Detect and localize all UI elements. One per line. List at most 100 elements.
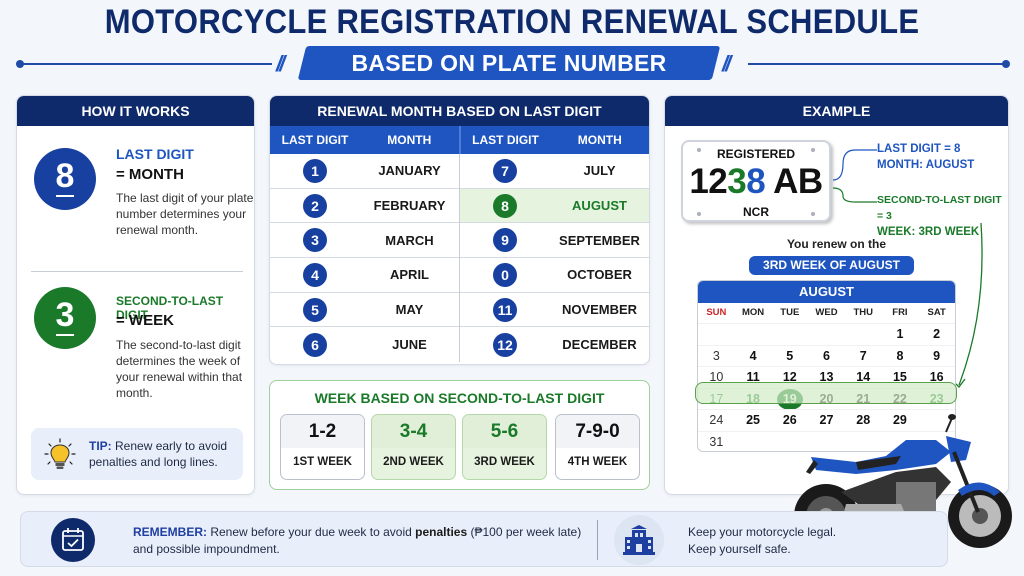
month-name: SEPTEMBER — [559, 232, 640, 248]
calendar-day: 8 — [881, 344, 919, 367]
calendar-day: 29 — [881, 409, 919, 431]
calendar-day: 1 — [881, 323, 919, 345]
calendar-empty-cell — [808, 430, 845, 452]
week-range: 5-6 — [490, 421, 519, 442]
calendar-day: 25 — [734, 409, 772, 431]
table-row: 11 NOVEMBER — [460, 293, 649, 328]
tip-box: TIP: Renew early to avoid penalties and … — [31, 428, 243, 480]
calendar-empty-cell — [844, 430, 882, 452]
page-title: MOTORCYCLE REGISTRATION RENEWAL SCHEDULE — [104, 1, 920, 42]
digit-8-badge: 8 — [34, 148, 96, 210]
month-name: FEBRUARY — [373, 198, 446, 214]
second-digit-description: The second-to-last digit determines the … — [116, 338, 243, 400]
table-row: 12 DECEMBER — [460, 327, 649, 362]
calendar-day: 31 — [698, 430, 735, 452]
calendar-month: AUGUST — [698, 281, 955, 303]
slash-decoration: // — [722, 51, 731, 76]
table-row: 0 OCTOBER — [460, 258, 649, 293]
table-row: 1 JANUARY — [270, 154, 459, 189]
table-row: 6 JUNE — [270, 327, 459, 362]
digit-badge: 1 — [303, 158, 327, 183]
week-box-1: 1-2 1ST WEEK — [280, 414, 365, 480]
table-row: 2 FEBRUARY — [270, 189, 459, 224]
last-digit-label: LAST DIGIT — [116, 146, 194, 162]
month-callout: LAST DIGIT = 8 MONTH: AUGUST — [877, 143, 975, 171]
calendar-day: 15 — [881, 366, 919, 388]
card-heading: HOW IT WORKS — [17, 96, 254, 126]
plate-region: NCR — [743, 205, 769, 219]
calendar-day: 3 — [698, 344, 735, 367]
week-label: 4TH WEEK — [567, 456, 628, 468]
digit-badge: 9 — [493, 228, 517, 253]
week-equation: = WEEK — [116, 312, 174, 329]
month-name: MAY — [395, 302, 424, 318]
renew-week-pill: 3RD WEEK OF AUGUST — [749, 256, 914, 275]
table-row: 7 JULY — [460, 154, 649, 189]
day-of-week-sat: SAT — [927, 307, 946, 318]
tip-text: TIP: Renew early to avoid penalties and … — [89, 439, 228, 469]
calendar-day: 24 — [698, 409, 735, 431]
calendar-day: 9 — [918, 344, 955, 367]
calendar-day: 16 — [918, 366, 955, 388]
table-row-highlighted: 8 AUGUST — [460, 188, 649, 224]
highlighted-week — [695, 382, 957, 404]
reminder-bar: REMEMBER: Renew before your due week to … — [20, 511, 948, 567]
month-name: JANUARY — [378, 163, 441, 179]
week-box-3: 5-6 3RD WEEK — [462, 414, 547, 480]
month-name: AUGUST — [572, 198, 627, 214]
card-heading: RENEWAL MONTH BASED ON LAST DIGIT — [270, 96, 649, 126]
calendar-day: 7 — [844, 344, 882, 367]
week-range: 3-4 — [399, 421, 428, 442]
calendar-day: 28 — [844, 409, 882, 431]
calendar-day: 12 — [771, 366, 809, 388]
calendar-check-icon — [51, 518, 95, 562]
calendar-day: 5 — [771, 344, 809, 367]
calendar-empty-cell — [734, 430, 772, 452]
plate-number: 1238 AB — [689, 162, 823, 201]
week-table: WEEK BASED ON SECOND-TO-LAST DIGIT 1-2 1… — [269, 380, 650, 490]
subtitle-row: // BASED ON PLATE NUMBER // — [0, 46, 1024, 80]
month-column-right: 7 JULY 8 AUGUST 9 SEPTEMBER 0 OCTOBER 11 NOVE… — [459, 154, 649, 363]
day-of-week-tue: TUE — [780, 307, 800, 318]
calendar-empty-cell — [881, 430, 919, 452]
week-label: 3RD WEEK — [474, 456, 535, 468]
slash-decoration: // — [276, 51, 285, 76]
divider — [31, 271, 243, 272]
week-box-2: 3-4 2ND WEEK — [371, 414, 456, 480]
table-row: 5 MAY — [270, 293, 459, 328]
day-of-week-sun: SUN — [706, 307, 727, 318]
week-range: 1-2 — [308, 421, 337, 442]
license-plate: REGISTERED 1238 AB NCR — [681, 140, 831, 222]
calendar-day: 26 — [771, 409, 809, 431]
renewal-month-table: RENEWAL MONTH BASED ON LAST DIGIT LAST D… — [269, 95, 650, 365]
calendar-day: 11 — [734, 366, 772, 388]
month-name: JUNE — [392, 337, 427, 353]
subtitle: BASED ON PLATE NUMBER — [351, 50, 667, 76]
calendar-empty-cell — [808, 323, 845, 345]
digit-badge: 2 — [303, 193, 327, 218]
calendar-day: 10 — [698, 366, 735, 388]
divider-line — [20, 63, 272, 65]
second-digit-label: SECOND-TO-LAST DIGIT — [116, 294, 224, 322]
week-label: 1ST WEEK — [293, 456, 352, 468]
month-name: MARCH — [385, 232, 434, 248]
calendar-empty-cell — [844, 323, 882, 345]
month-column-left: 1 JANUARY 2 FEBRUARY 3 MARCH 4 APRIL 5 MAY 6 J… — [270, 154, 459, 362]
column-header: LAST DIGIT — [281, 133, 349, 147]
month-name: JULY — [583, 163, 616, 179]
month-name: APRIL — [390, 267, 429, 283]
calendar-day: 6 — [808, 344, 845, 367]
plate-registered: REGISTERED — [716, 147, 795, 161]
calendar-empty-cell — [734, 323, 772, 345]
calendar-day: 2 — [918, 323, 955, 345]
calendar-day: 27 — [808, 409, 845, 431]
connector-lines — [832, 149, 877, 203]
table-row: 3 MARCH — [270, 223, 459, 259]
calendar-day: 13 — [808, 366, 845, 388]
digit-badge: 3 — [303, 228, 327, 253]
government-building-icon — [614, 515, 664, 565]
week-range: 7-9-0 — [575, 421, 620, 442]
calendar-day: 14 — [844, 366, 882, 388]
day-of-week-wed: WED — [815, 307, 838, 318]
table-header-row: LAST DIGIT MONTH LAST DIGIT MONTH — [270, 126, 649, 154]
